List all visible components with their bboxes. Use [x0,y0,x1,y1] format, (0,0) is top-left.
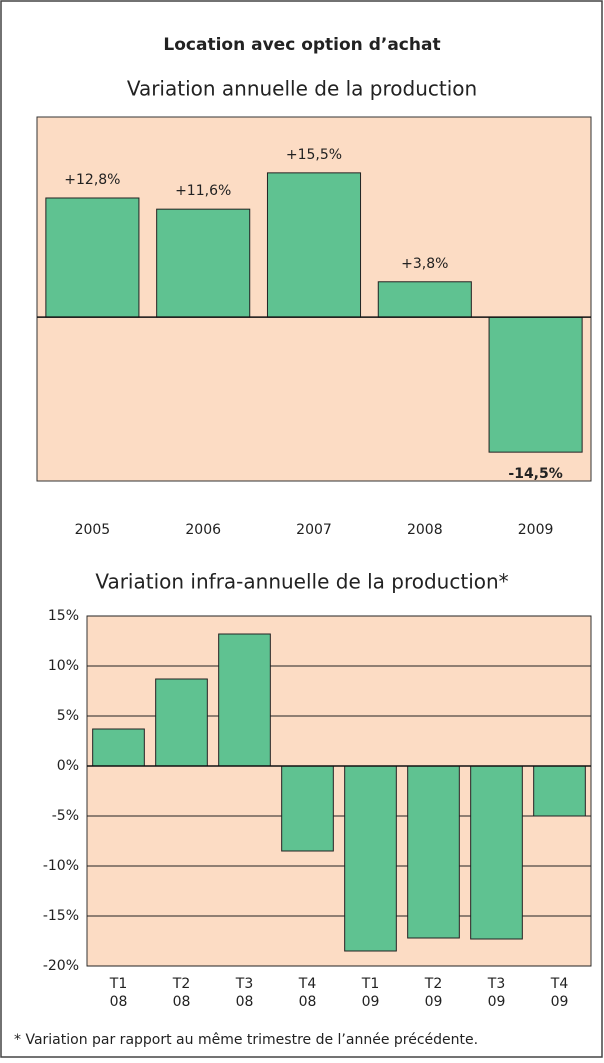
y-tick-label: 0% [57,758,79,774]
bar [470,765,523,940]
x-tick-label: 2009 [518,522,554,538]
y-tick-label: -20% [43,958,79,974]
x-tick-label: T1 [109,976,127,992]
footnote: * Variation par rapport au même trimestr… [14,1032,478,1048]
data-label: +11,6% [175,183,231,199]
x-tick-label: 2008 [407,522,443,538]
x-tick-label: 09 [425,994,443,1010]
x-tick-label: 2007 [296,522,332,538]
data-label: +12,8% [64,172,120,188]
x-tick-label: 2005 [75,522,111,538]
x-tick-label: 09 [488,994,506,1010]
x-tick-label: 08 [236,994,254,1010]
x-tick-label: T4 [298,976,317,992]
x-tick-label: T3 [487,976,505,992]
x-tick-label: T2 [172,976,190,992]
bar [45,197,140,318]
x-tick-label: 08 [110,994,128,1010]
y-tick-label: 5% [57,708,79,724]
y-tick-label: -5% [52,808,79,824]
y-tick-label: -15% [43,908,79,924]
y-tick-label: 10% [48,658,79,674]
data-label: +15,5% [286,147,342,163]
x-tick-label: T3 [235,976,253,992]
x-tick-label: 08 [299,994,317,1010]
bar [533,765,586,817]
x-tick-label: 09 [362,994,380,1010]
y-tick-label: 15% [48,608,79,624]
x-tick-label: 09 [551,994,569,1010]
chart-title: Variation infra-annuelle de la productio… [95,570,508,594]
page-title: Location avec option d’achat [163,35,440,55]
bar [156,208,251,318]
x-tick-label: T1 [361,976,379,992]
chart-title: Variation annuelle de la production [127,77,477,101]
bar [377,281,472,318]
x-tick-label: T4 [550,976,569,992]
y-tick-label: -10% [43,858,79,874]
bar [281,765,334,852]
x-tick-label: 08 [173,994,191,1010]
bar [488,316,583,453]
bar [344,765,397,952]
x-tick-label: T2 [424,976,442,992]
bar [92,728,145,767]
bar [266,172,362,318]
data-label: +3,8% [401,256,448,272]
data-label: -14,5% [508,466,562,482]
x-tick-label: 2006 [185,522,221,538]
bar [407,765,460,939]
bar [155,678,208,767]
bar [218,633,271,767]
